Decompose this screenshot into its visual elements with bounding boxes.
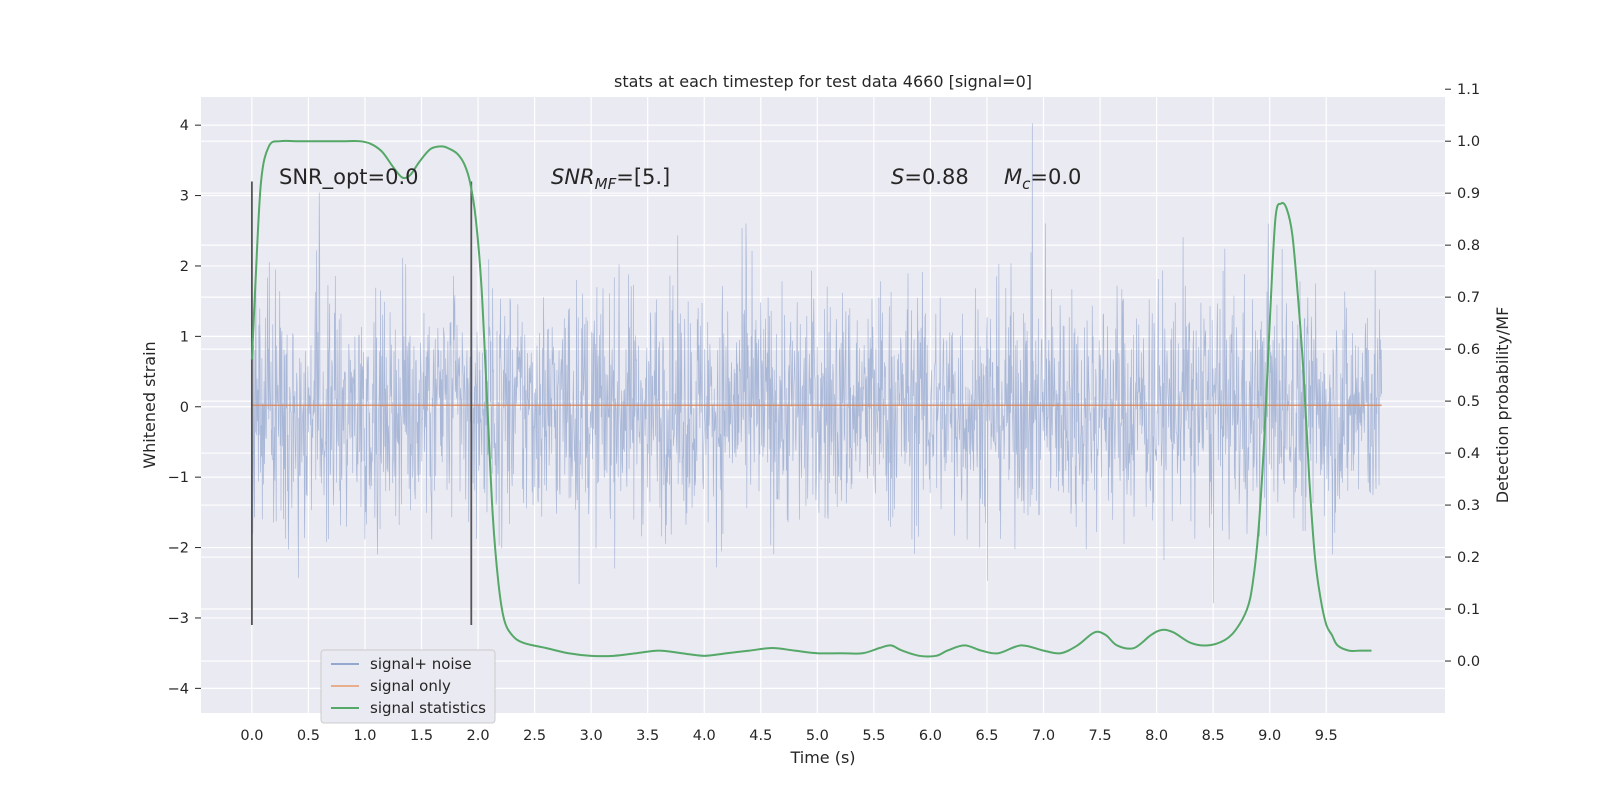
annotation-snr-mf: SNRMF=[5.] [551, 165, 670, 193]
y-left-tick-label: −1 [168, 470, 189, 486]
annotation-snr-mf-main: SNR [551, 165, 595, 189]
legend-label-signal-statistics: signal statistics [370, 699, 486, 717]
y-right-tick-label: 0.5 [1457, 394, 1480, 410]
annotation-snr-mf-sub: MF [595, 175, 617, 193]
x-tick-label: 0.0 [240, 728, 263, 744]
annotation-s-main: S [891, 165, 904, 189]
signal-statistics-series [250, 139, 1372, 658]
x-axis-label: Time (s) [789, 748, 855, 767]
y-left-tick-label: −3 [168, 611, 189, 627]
y-right-tick-label: 0.0 [1457, 654, 1480, 670]
annotation-snr-opt: SNR_opt=0.0 [279, 165, 419, 190]
x-tick-label: 9.0 [1258, 728, 1281, 744]
annotation-mc-main: M [1004, 165, 1022, 189]
x-tick-label: 6.5 [975, 728, 998, 744]
y-right-tick-label: 0.7 [1457, 290, 1480, 306]
x-tick-label: 3.0 [580, 728, 603, 744]
annotation-s: S=0.88 [891, 165, 969, 189]
x-tick-label: 7.0 [1032, 728, 1055, 744]
x-tick-label: 8.5 [1202, 728, 1225, 744]
y-right-tick-label: 0.2 [1457, 550, 1480, 566]
x-tick-label: 9.5 [1315, 728, 1338, 744]
y-right-tick-label: 0.9 [1457, 186, 1480, 202]
y-right-axis-label: Detection probability/MF [1493, 307, 1512, 504]
legend-label-signal-noise: signal+ noise [370, 655, 472, 673]
signal-statistics-line [250, 139, 1372, 658]
x-tick-label: 7.5 [1089, 728, 1112, 744]
y-right-tick-labels: 0.0 0.1 0.2 0.3 0.4 0.5 0.6 0.7 0.8 0.9 1.0 1.1 [1445, 82, 1480, 670]
legend-box [320, 649, 496, 724]
x-tick-label: 4.5 [749, 728, 772, 744]
annotation-mc-sub: c [1022, 175, 1031, 193]
y-left-tick-label: −2 [168, 541, 189, 557]
y-right-tick-label: 0.1 [1457, 602, 1480, 618]
y-left-tick-labels: −4 −3 −2 −1 0 1 2 3 4 [168, 118, 201, 697]
x-tick-label: 1.0 [353, 728, 376, 744]
chart-title: stats at each timestep for test data 466… [614, 72, 1032, 91]
x-tick-label: 2.0 [467, 728, 490, 744]
x-tick-label: 1.5 [410, 728, 433, 744]
x-tick-label: 0.5 [297, 728, 320, 744]
y-right-tick-label: 0.8 [1457, 238, 1480, 254]
annotation-s-value: =0.88 [904, 165, 968, 189]
annotation-snr-mf-value: =[5.] [616, 165, 670, 189]
x-tick-label: 2.5 [523, 728, 546, 744]
signal-noise-line [251, 123, 1383, 604]
y-right-tick-label: 1.1 [1457, 82, 1480, 98]
y-right-tick-label: 0.3 [1457, 498, 1480, 514]
x-tick-label: 4.0 [693, 728, 716, 744]
annotation-mc-value: =0.0 [1030, 165, 1081, 189]
y-left-tick-label: 3 [180, 189, 189, 205]
segment-markers [250, 181, 473, 625]
x-tick-label: 5.5 [862, 728, 885, 744]
y-left-tick-label: 0 [180, 400, 189, 416]
x-tick-label: 6.0 [919, 728, 942, 744]
y-left-tick-label: −4 [168, 681, 189, 697]
y-right-tick-label: 0.6 [1457, 342, 1480, 358]
annotation-mc: Mc=0.0 [1004, 165, 1081, 193]
signal-noise-series [251, 123, 1383, 604]
x-tick-label: 3.5 [636, 728, 659, 744]
y-left-tick-label: 4 [180, 118, 189, 134]
x-tick-label: 8.0 [1145, 728, 1168, 744]
y-left-tick-label: 2 [180, 259, 189, 275]
x-tick-labels: 0.0 0.5 1.0 1.5 2.0 2.5 3.0 3.5 4.0 4.5 5.0 5.5 6.0 6… [240, 728, 1337, 744]
y-right-tick-label: 1.0 [1457, 134, 1480, 150]
legend-label-signal-only: signal only [370, 677, 451, 695]
legend: signal+ noise signal only signal statist… [320, 649, 496, 724]
y-right-tick-label: 0.4 [1457, 446, 1480, 462]
y-left-axis-label: Whitened strain [140, 341, 159, 468]
y-left-tick-label: 1 [180, 329, 189, 345]
x-tick-label: 5.0 [806, 728, 829, 744]
